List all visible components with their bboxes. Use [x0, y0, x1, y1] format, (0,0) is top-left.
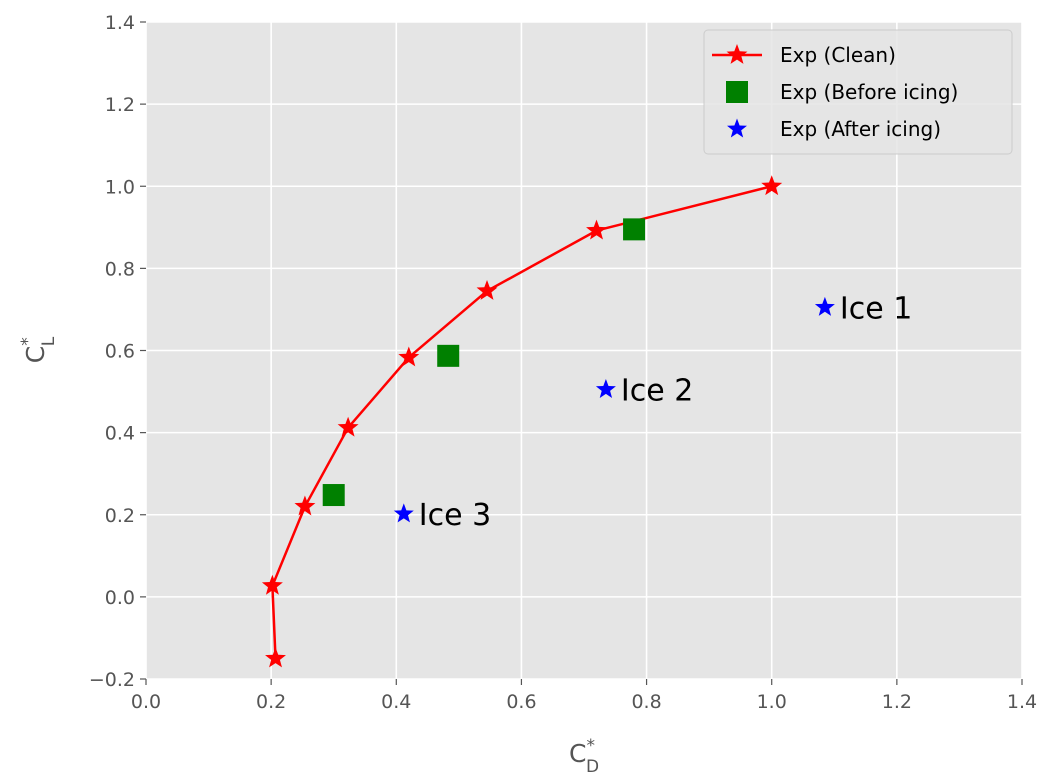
- x-tick-label-7: 1.4: [1007, 691, 1037, 713]
- y-tick-label-7: 1.2: [105, 94, 135, 116]
- data-point-star-0-2: [294, 495, 316, 516]
- series-line-clean: [271, 185, 773, 659]
- y-tick-label-6: 1.0: [105, 176, 135, 198]
- series-1: [322, 218, 646, 507]
- legend-before-square-icon: [726, 81, 748, 103]
- x-axis-label: C* D: [569, 736, 599, 772]
- data-point-star-0-4: [398, 346, 420, 367]
- y-tick-label-3: 0.4: [105, 423, 135, 445]
- legend-label-before-icing: Exp (Before icing): [780, 80, 958, 104]
- data-point-star-0-6: [586, 219, 607, 240]
- legend-clean-star-icon: [726, 44, 748, 64]
- x-tick-label-1: 0.2: [256, 691, 286, 713]
- x-axis-ticks: 0.0 0.2 0.4 0.6 0.8 1.0 1.2 1.4: [131, 679, 1037, 713]
- y-tick-label-4: 0.6: [105, 341, 135, 363]
- legend-box: [703, 29, 1013, 155]
- x-tick-label-4: 0.8: [631, 691, 661, 713]
- x-tick-label-2: 0.4: [381, 691, 411, 713]
- legend-after-star-icon: [727, 118, 747, 138]
- x-tick-label-5: 1.0: [757, 691, 787, 713]
- data-point-square-0: [322, 484, 345, 507]
- data-point-star-2-2: [814, 296, 835, 316]
- series-0: [261, 175, 783, 668]
- annotation-label-1: Ice 2: [621, 374, 693, 409]
- y-axis-ticks: −0.2 0.0 0.2 0.4 0.6 0.8 1.0 1.2 1.4: [89, 12, 146, 691]
- legend-marker-before: [726, 81, 748, 103]
- data-point-star-0-7: [761, 175, 783, 196]
- y-tick-label-5: 0.8: [105, 258, 135, 280]
- y-tick-label-0: −0.2: [89, 669, 135, 691]
- data-point-star-2-0: [393, 503, 414, 523]
- legend: Exp (Clean) Exp (Before icing) Exp (Afte…: [703, 29, 1013, 155]
- data-point-square-2: [623, 218, 646, 241]
- data-point-square-1: [437, 344, 460, 367]
- grid-lines: [145, 21, 1023, 680]
- data-point-star-0-5: [476, 279, 498, 300]
- data-point-star-0-3: [337, 416, 359, 437]
- y-axis-label: C*L: [18, 336, 59, 363]
- legend-marker-clean: [726, 44, 748, 64]
- y-tick-label-8: 1.4: [105, 12, 135, 34]
- data-point-star-0-0: [265, 647, 286, 668]
- annotation-layer: Ice 1 Ice 2 Ice 3: [419, 291, 913, 533]
- legend-label-clean: Exp (Clean): [780, 43, 896, 67]
- legend-marker-after: [727, 118, 747, 138]
- annotation-label-2: Ice 3: [419, 498, 491, 533]
- x-tick-label-0: 0.0: [131, 691, 161, 713]
- data-point-star-2-1: [595, 379, 616, 398]
- y-tick-label-2: 0.2: [105, 505, 135, 527]
- annotation-label-0: Ice 1: [840, 291, 912, 326]
- legend-label-after-icing: Exp (After icing): [780, 117, 941, 141]
- series-layer: [261, 175, 835, 668]
- data-point-star-0-1: [261, 574, 283, 595]
- x-tick-label-3: 0.6: [506, 691, 536, 713]
- series-2: [393, 296, 835, 523]
- x-tick-label-6: 1.2: [882, 691, 912, 713]
- y-tick-label-1: 0.0: [105, 587, 135, 609]
